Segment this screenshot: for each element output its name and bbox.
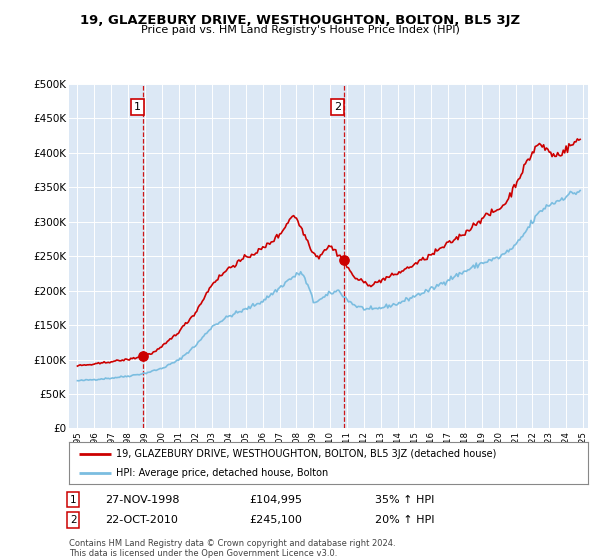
Text: 19, GLAZEBURY DRIVE, WESTHOUGHTON, BOLTON, BL5 3JZ (detached house): 19, GLAZEBURY DRIVE, WESTHOUGHTON, BOLTO… — [116, 449, 496, 459]
Text: 2: 2 — [70, 515, 77, 525]
Text: 19, GLAZEBURY DRIVE, WESTHOUGHTON, BOLTON, BL5 3JZ: 19, GLAZEBURY DRIVE, WESTHOUGHTON, BOLTO… — [80, 14, 520, 27]
Point — [339, 255, 349, 264]
Text: 35% ↑ HPI: 35% ↑ HPI — [375, 494, 434, 505]
Text: 2: 2 — [334, 102, 341, 112]
Text: £104,995: £104,995 — [249, 494, 302, 505]
Text: 20% ↑ HPI: 20% ↑ HPI — [375, 515, 434, 525]
Bar — [143, 84, 344, 428]
Point — [139, 352, 148, 361]
Text: Price paid vs. HM Land Registry's House Price Index (HPI): Price paid vs. HM Land Registry's House … — [140, 25, 460, 35]
Text: 22-OCT-2010: 22-OCT-2010 — [105, 515, 178, 525]
Text: £245,100: £245,100 — [249, 515, 302, 525]
Text: 1: 1 — [70, 494, 77, 505]
Text: Contains HM Land Registry data © Crown copyright and database right 2024.
This d: Contains HM Land Registry data © Crown c… — [69, 539, 395, 558]
Text: HPI: Average price, detached house, Bolton: HPI: Average price, detached house, Bolt… — [116, 468, 328, 478]
Text: 27-NOV-1998: 27-NOV-1998 — [105, 494, 179, 505]
Text: 1: 1 — [134, 102, 141, 112]
